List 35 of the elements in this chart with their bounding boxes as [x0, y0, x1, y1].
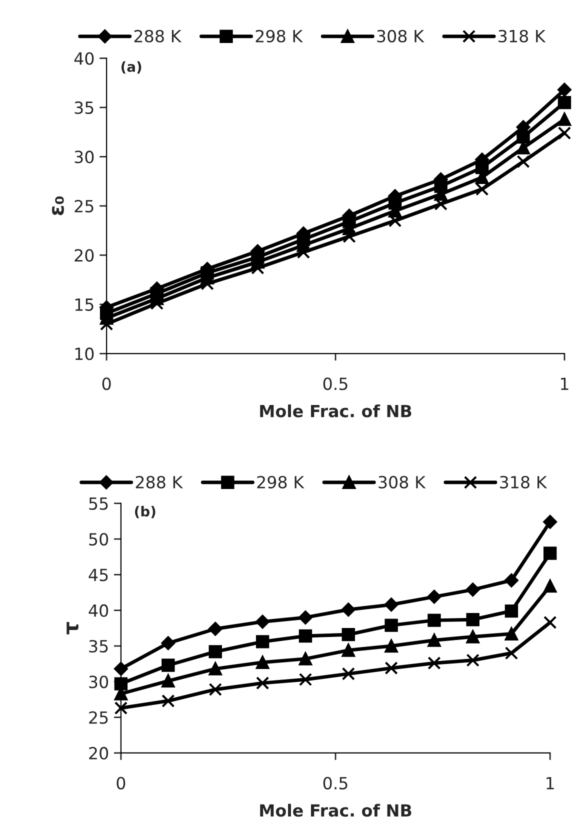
- y-tick-label: 55: [89, 498, 108, 510]
- y-tick-label: 30: [89, 676, 108, 688]
- legend-label: 318 K: [498, 30, 546, 42]
- y-tick-label: 25: [74, 200, 94, 212]
- y-tick-label: 15: [75, 298, 94, 311]
- y-axis-title: ε₀: [52, 196, 64, 216]
- legend-label: 298 K: [256, 30, 303, 42]
- annotation: (b): [135, 506, 156, 518]
- y-tick-label: 20: [89, 746, 108, 760]
- legend-label: 308 K: [377, 30, 424, 42]
- y-tick-label: 20: [74, 249, 94, 262]
- y-axis-title: τ: [66, 622, 78, 634]
- y-tick-label: 35: [74, 101, 94, 114]
- x-tick-label: 0: [102, 378, 111, 390]
- x-tick-label: 0.5: [323, 776, 348, 790]
- x-tick-label: 1: [546, 777, 554, 790]
- legend-label: 298 K: [257, 476, 304, 488]
- y-tick-label: 10: [75, 348, 94, 360]
- y-tick-label: 40: [88, 604, 108, 617]
- legend-label: 288 K: [134, 30, 182, 42]
- x-tick-label: 1: [561, 378, 568, 390]
- legend-label: 288 K: [136, 476, 184, 488]
- legend-label: 318 K: [500, 476, 548, 488]
- y-tick-label: 45: [88, 568, 108, 582]
- y-tick-label: 25: [89, 711, 108, 724]
- x-tick-label: 0.5: [323, 378, 348, 390]
- y-tick-label: 30: [74, 150, 94, 164]
- x-axis-title: Mole Frac. of NB: [260, 404, 412, 418]
- x-axis-title: Mole Frac. of NB: [260, 804, 412, 817]
- y-tick-label: 40: [74, 52, 94, 65]
- y-tick-label: 50: [89, 532, 108, 546]
- x-tick-label: 0: [116, 776, 126, 790]
- y-tick-label: 35: [89, 640, 108, 653]
- legend-label: 308 K: [378, 476, 426, 488]
- annotation: (a): [121, 61, 142, 74]
